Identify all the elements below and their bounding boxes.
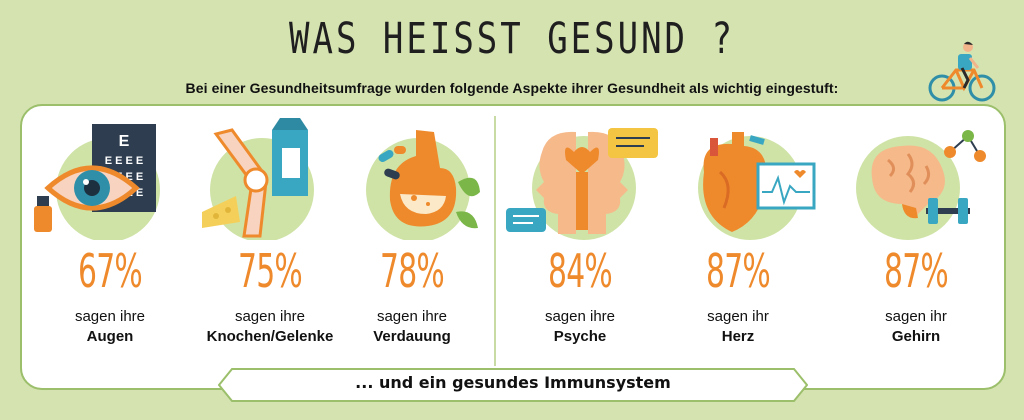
stat-prefix: sagen ihre — [544, 308, 616, 325]
stat-item-psyche: 84% sagen ihre Psyche — [496, 112, 664, 362]
stat-prefix: sagen ihre — [234, 308, 306, 325]
brain-icon — [856, 130, 986, 240]
stat-aspect: Verdauung — [373, 328, 451, 345]
page-title: WAS HEISST GESUND ? — [289, 14, 735, 64]
footer-text: ... und ein gesundes Immunsystem — [355, 373, 671, 392]
stat-item-verdauung: 78% sagen ihre Verdauung — [328, 112, 496, 362]
stat-aspect: Augen — [86, 328, 134, 345]
percentage-value: 87% — [705, 244, 771, 298]
cyclist-icon — [928, 41, 996, 102]
stat-prefix: sagen ihr — [885, 308, 947, 325]
stomach-icon — [366, 130, 480, 240]
stat-prefix: sagen ihr — [707, 308, 769, 325]
page-subtitle: Bei einer Gesundheitsumfrage wurden folg… — [185, 80, 839, 96]
percentage-value: 84% — [547, 244, 613, 298]
percentage-value: 67% — [77, 244, 143, 298]
eye-icon: E E E E E E E E E E E E E — [34, 124, 160, 240]
stat-item-gehirn: 87% sagen ihr Gehirn — [832, 112, 1000, 362]
footer-ribbon — [218, 368, 808, 402]
stat-item-augen: E E E E E E E E E E E E E 67% sagen ihre… — [26, 112, 194, 362]
stat-aspect: Gehirn — [891, 328, 941, 345]
mind-heads-icon — [506, 128, 658, 240]
percentage-value: 78% — [379, 244, 445, 298]
stat-prefix: sagen ihre — [376, 308, 448, 325]
stat-aspect: Knochen/Gelenke — [206, 328, 334, 345]
stat-aspect: Psyche — [553, 328, 607, 345]
heart-icon — [698, 132, 816, 240]
percentage-value: 87% — [883, 244, 949, 298]
stat-aspect: Herz — [721, 328, 755, 345]
stat-prefix: sagen ihre — [74, 308, 146, 325]
eye-chart-letter: E — [119, 133, 130, 150]
knee-joint-icon — [202, 118, 314, 240]
stat-item-knochen: 75% sagen ihre Knochen/Gelenke — [186, 112, 354, 362]
percentage-value: 75% — [237, 244, 303, 298]
stat-item-herz: 87% sagen ihr Herz — [654, 112, 822, 362]
section-divider — [494, 116, 496, 366]
eye-chart-letter: E E E E — [105, 155, 144, 167]
